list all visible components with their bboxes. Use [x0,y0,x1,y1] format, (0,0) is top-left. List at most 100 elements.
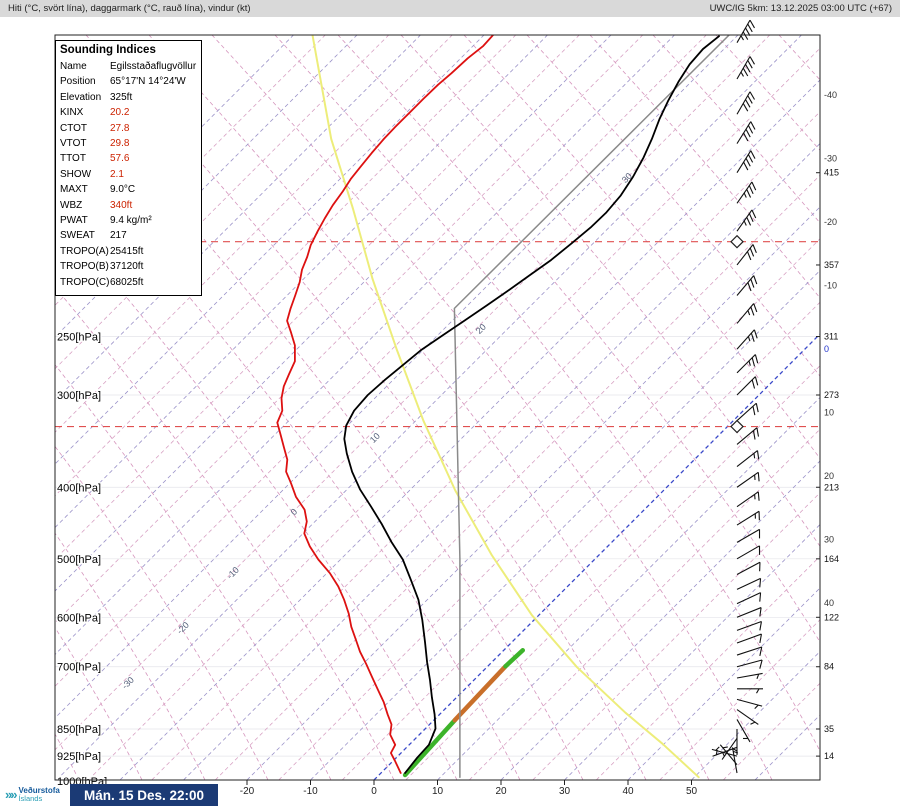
index-label: Elevation [60,91,102,103]
svg-text:0: 0 [824,344,829,354]
sounding-index-row: TROPO(B) 37120ft [60,259,197,274]
index-label: SWEAT [60,230,95,242]
index-label: KINX [60,107,84,119]
svg-text:311: 311 [824,332,838,342]
svg-text:273: 273 [824,390,839,400]
svg-text:-40: -40 [824,90,837,100]
sounding-index-row: SWEAT 217 [60,228,197,243]
svg-text:500[hPa]: 500[hPa] [57,554,101,566]
right-axis-labels: 415 357 311 273 213 164 122 84 35 14 -40 -30 -20 -10 0… [816,90,839,761]
svg-text:600[hPa]: 600[hPa] [57,612,101,624]
index-label: SHOW [60,168,92,180]
index-value: 9.4 kg/m² [110,215,152,227]
sounding-index-row: Elevation 325ft [60,90,197,105]
index-value: 25415ft [110,245,144,257]
legend-text: Hiti (°C, svört lína), daggarmark (°C, r… [8,3,251,14]
plot-border [54,34,821,781]
index-label: TROPO(A) [60,245,109,257]
svg-text:84: 84 [824,662,834,672]
profiles [276,35,731,779]
svg-text:0: 0 [289,507,300,518]
svg-text:20: 20 [824,471,834,481]
svg-text:850[hPa]: 850[hPa] [57,724,101,736]
index-label: CTOT [60,122,88,134]
index-value: 325ft [110,91,133,103]
indices-rows: Name Egilsstaðaflugvöllur Position 65°17'N … [60,59,197,290]
temperature-axis-labels: -20 -10 0 10 20 30 40 50 [240,780,698,797]
svg-text:400[hPa]: 400[hPa] [57,482,101,494]
sounding-index-row: MAXT 9.0°C [60,182,197,197]
pressure-axis-labels: 250[hPa] 300[hPa] 400[hPa] 500[hPa] 600[hPa]… [56,330,109,789]
svg-text:20: 20 [495,786,507,797]
index-label: MAXT [60,184,88,196]
svg-text:0: 0 [371,786,377,797]
grid-lines [55,35,820,780]
svg-text:10: 10 [432,786,444,797]
index-value: 37120ft [110,261,144,273]
index-label: WBZ [60,199,83,211]
svg-text:40: 40 [622,786,634,797]
svg-text:-20: -20 [240,786,255,797]
index-value: 27.8 [110,122,130,134]
index-label: TROPO(B) [60,261,109,273]
indices-title: Sounding Indices [60,44,156,56]
svg-text:50: 50 [686,786,698,797]
dewpoint-line [276,35,495,774]
sounding-index-row: SHOW 2.1 [60,167,197,182]
model-run-text: UWC/IG 5km: 13.12.2025 03:00 UTC (+67) [709,3,892,14]
svg-text:925[hPa]: 925[hPa] [57,751,101,763]
sounding-indices-box: Sounding Indices Name Egilsstaðaflugvöllu… [55,40,202,297]
parcel-path-segment [503,648,526,669]
sounding-index-row: TROPO(C) 68025ft [60,275,197,290]
index-label: VTOT [60,138,87,150]
index-value: 2.1 [110,168,124,180]
index-value: 68025ft [110,276,144,288]
svg-text:-10: -10 [303,786,318,797]
svg-text:-30: -30 [824,154,837,164]
wind-barbs [711,19,763,774]
svg-text:-10: -10 [824,281,837,291]
svg-text:213: 213 [824,482,839,492]
sounding-index-row: Name Egilsstaðaflugvöllur [60,59,197,74]
logo-chevrons-icon: »» [5,787,18,802]
index-label: Name [60,61,87,72]
svg-text:10: 10 [824,408,834,418]
top-bar: Hiti (°C, svört lína), daggarmark (°C, r… [0,0,900,17]
index-value: 20.2 [110,107,130,119]
svg-text:122: 122 [824,612,839,622]
svg-text:40: 40 [824,598,834,608]
sounding-index-row: TROPO(A) 25415ft [60,244,197,259]
svg-text:30: 30 [620,171,634,185]
temperature-line [343,35,720,774]
sounding-index-row: Position 65°17'N 14°24'W [60,74,197,89]
sounding-index-row: PWAT 9.4 kg/m² [60,213,197,228]
sounding-index-row: KINX 20.2 [60,105,197,120]
sounding-index-row: VTOT 29.8 [60,136,197,151]
index-value: 65°17'N 14°24'W [110,76,186,88]
parcel-path-segment [402,717,458,778]
index-label: TROPO(C) [60,276,110,288]
index-label: PWAT [60,215,88,227]
svg-text:14: 14 [824,751,834,761]
svg-text:-10: -10 [225,565,241,581]
svg-text:164: 164 [824,554,839,564]
index-label: TTOT [60,153,86,165]
svg-text:415: 415 [824,168,839,178]
index-value: 340ft [110,199,133,211]
sounding-index-row: TTOT 57.6 [60,151,197,166]
svg-text:250[hPa]: 250[hPa] [57,332,101,344]
svg-text:-20: -20 [824,217,837,227]
svg-text:20: 20 [474,322,488,336]
sounding-index-row: WBZ 340ft [60,198,197,213]
svg-text:357: 357 [824,260,839,270]
svg-text:300[hPa]: 300[hPa] [57,390,101,402]
tropopause-marker-icon [730,419,744,434]
valid-time-badge: Mán. 15 Des. 22:00 [70,784,219,806]
parcel-path-segment [452,664,508,723]
tropopause-marker-icon [730,234,744,249]
index-value: 9.0°C [110,184,136,196]
index-value: Egilsstaðaflugvöllur [110,61,197,72]
vedurstofa-logo: »» Veðurstofa Íslands [5,786,60,803]
index-value: 29.8 [110,138,130,150]
sounding-index-row: CTOT 27.8 [60,121,197,136]
